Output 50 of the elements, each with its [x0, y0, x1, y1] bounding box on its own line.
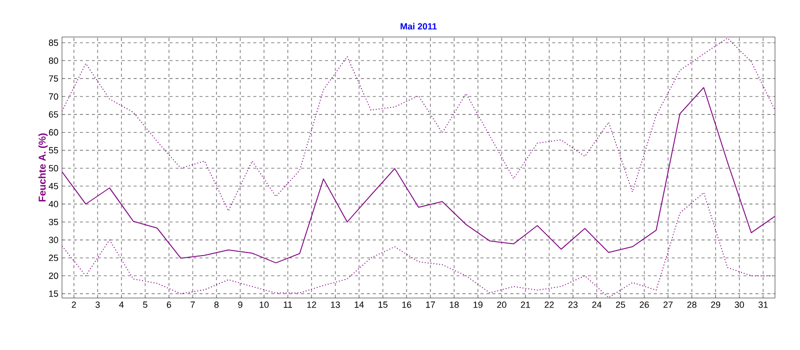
y-tick-label: 25	[48, 254, 58, 262]
y-tick-label: 85	[48, 40, 58, 46]
x-tick-label: 7	[190, 302, 195, 308]
x-tick-label: 28	[687, 302, 696, 308]
x-tick-label: 17	[426, 302, 435, 308]
x-tick-label: 25	[616, 302, 626, 308]
x-tick-label: 14	[354, 302, 364, 308]
x-tick-label: 19	[474, 302, 482, 308]
x-tick-label: 9	[238, 302, 242, 308]
x-tick-label: 20	[497, 302, 506, 308]
y-tick-label: 60	[48, 129, 58, 136]
y-tick-label: 70	[48, 93, 58, 100]
y-tick-label: 50	[48, 165, 58, 172]
x-tick-label: 13	[331, 302, 340, 308]
x-tick-label: 5	[143, 302, 148, 308]
y-tick-label: 55	[48, 147, 58, 154]
x-tick-label: 23	[568, 302, 578, 308]
y-tick-label: 45	[48, 183, 58, 190]
x-tick-label: 21	[520, 302, 530, 308]
x-tick-label: 11	[284, 302, 292, 308]
y-axis-title: Feuchte A. (%)	[38, 133, 48, 202]
x-tick-label: 15	[378, 302, 388, 308]
x-tick-label: 4	[119, 302, 124, 308]
line-series	[62, 192, 776, 298]
x-tick-label: 12	[307, 302, 316, 308]
y-tick-label: 40	[48, 200, 58, 208]
chart-title: Mai 2011	[400, 22, 437, 30]
line-series	[62, 87, 776, 264]
y-tick-label: 30	[48, 236, 58, 244]
x-tick-label: 29	[711, 302, 720, 308]
x-tick-label: 16	[402, 302, 412, 308]
x-tick-label: 27	[664, 302, 673, 308]
y-tick-label: 65	[48, 111, 58, 118]
line-series	[62, 38, 776, 212]
y-tick-label: 15	[49, 290, 58, 297]
y-tick-label: 20	[48, 272, 58, 279]
x-tick-label: 6	[166, 302, 172, 308]
x-tick-label: 22	[544, 302, 554, 308]
x-tick-label: 2	[72, 302, 76, 308]
x-tick-label: 26	[640, 302, 649, 308]
x-tick-label: 18	[450, 302, 459, 308]
y-tick-label: 80	[48, 57, 58, 64]
x-tick-label: 31	[758, 302, 768, 308]
x-tick-label: 8	[214, 302, 219, 308]
x-tick-label: 10	[260, 302, 269, 308]
y-tick-label: 35	[48, 218, 58, 226]
x-tick-label: 30	[734, 302, 744, 308]
y-tick-label: 75	[48, 75, 58, 82]
x-tick-label: 24	[592, 302, 602, 308]
x-tick-label: 3	[96, 302, 100, 308]
